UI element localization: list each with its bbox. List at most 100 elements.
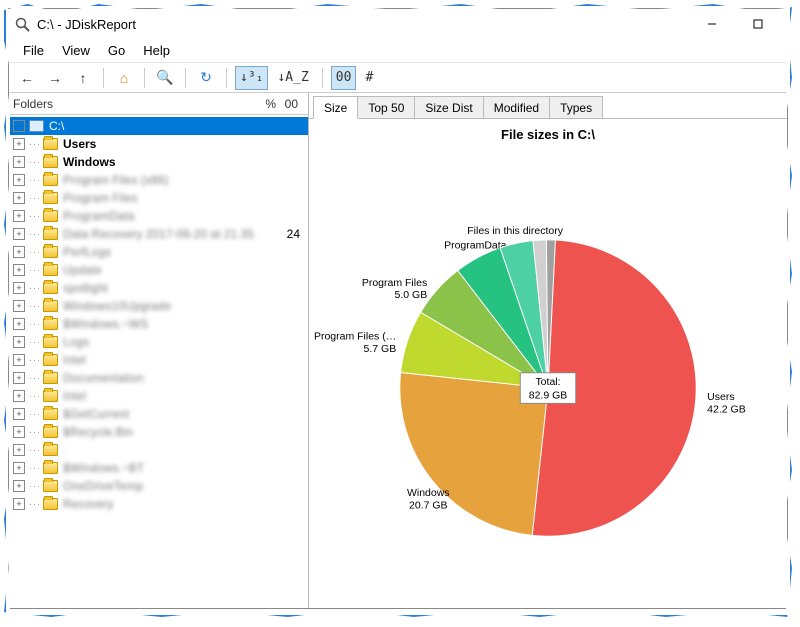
folder-icon [43, 498, 58, 510]
expander-icon[interactable]: + [13, 156, 25, 168]
expander-icon[interactable]: + [13, 444, 25, 456]
tree-row[interactable]: +···$GetCurrent [9, 405, 308, 423]
home-button[interactable]: ⌂ [112, 66, 136, 90]
expander-icon[interactable]: + [13, 336, 25, 348]
back-button[interactable]: ← [15, 66, 39, 90]
tree-row[interactable]: +···Users [9, 135, 308, 153]
menu-view[interactable]: View [54, 41, 98, 60]
tree-row[interactable]: +···OneDriveTemp [9, 477, 308, 495]
expander-icon[interactable]: + [13, 138, 25, 150]
tree-row[interactable]: +···$Windows.~WS [9, 315, 308, 333]
tree-row[interactable]: +···PerfLogs [9, 243, 308, 261]
folder-icon [43, 192, 58, 204]
tree-row[interactable]: + ··· $Recycle.Bin [9, 423, 308, 441]
tree-connector: ··· [29, 463, 41, 473]
slice-label: Users [707, 391, 734, 403]
slice-sublabel: 42.2 GB [707, 404, 746, 416]
tree-row[interactable]: +···Data Recovery 2017-06-20 at 21.3524 [9, 225, 308, 243]
maximize-button[interactable] [735, 10, 781, 38]
tree-row[interactable]: +···Program Files (x86) [9, 171, 308, 189]
tree-row[interactable]: +···Recovery [9, 495, 308, 513]
expander-icon[interactable]: − [13, 120, 25, 132]
expander-icon[interactable]: + [13, 354, 25, 366]
folder-icon [43, 336, 58, 348]
expander-icon[interactable]: + [13, 246, 25, 258]
tree-value: 24 [287, 227, 308, 241]
tree-connector: ··· [29, 301, 41, 311]
tree-label: $Recycle.Bin [63, 425, 133, 439]
expander-icon[interactable]: + [13, 390, 25, 402]
expander-icon[interactable]: + [13, 264, 25, 276]
tree-label: PerfLogs [63, 245, 111, 259]
tab-size[interactable]: Size [313, 96, 358, 119]
expander-icon[interactable]: + [13, 372, 25, 384]
expander-icon[interactable]: + [13, 498, 25, 510]
search-button[interactable]: 🔍 [153, 66, 177, 90]
folder-icon [43, 264, 58, 276]
tree-row[interactable]: +···Windows [9, 153, 308, 171]
expander-icon[interactable]: + [13, 462, 25, 474]
slice-label: ProgramData [444, 240, 507, 252]
sort-alpha-button[interactable]: ↓A̲Z [272, 66, 313, 90]
tree-row[interactable]: +···. [9, 441, 308, 459]
minimize-button[interactable] [689, 10, 735, 38]
tree-row[interactable]: +···Program Files [9, 189, 308, 207]
view-digits-button[interactable]: 00 [331, 66, 357, 90]
tree-label: Intel [63, 389, 86, 403]
tree-label: OneDriveTemp [63, 479, 143, 493]
menubar: File View Go Help [9, 39, 787, 63]
expander-icon[interactable]: + [13, 408, 25, 420]
tree-row[interactable]: +···Windows10Upgrade [9, 297, 308, 315]
folder-icon [43, 390, 58, 402]
tree-row[interactable]: +···Logs [9, 333, 308, 351]
tree-row[interactable]: +···spotlight [9, 279, 308, 297]
tree-connector: ··· [29, 427, 41, 437]
tab-size-dist[interactable]: Size Dist [414, 96, 483, 118]
expander-icon[interactable]: + [13, 426, 25, 438]
tree-row[interactable]: +···Documentation [9, 369, 308, 387]
expander-icon[interactable]: + [13, 282, 25, 294]
tree-row[interactable]: + ··· ProgramData [9, 207, 308, 225]
tree-root[interactable]: −C:\ [9, 117, 308, 135]
menu-help[interactable]: Help [135, 41, 178, 60]
sort-size-desc-button[interactable]: ↓³₁ [235, 66, 268, 90]
expander-icon[interactable]: + [13, 318, 25, 330]
forward-button[interactable]: → [43, 66, 67, 90]
expander-icon[interactable]: + [13, 210, 25, 222]
expander-icon[interactable]: + [13, 192, 25, 204]
folder-header-pct[interactable]: % [238, 97, 276, 111]
slice-label: Program Files [362, 277, 427, 289]
tab-types[interactable]: Types [549, 96, 603, 118]
total-value: 82.9 GB [529, 390, 568, 402]
tree-row[interactable]: +···Update [9, 261, 308, 279]
folder-icon [43, 210, 58, 222]
menu-go[interactable]: Go [100, 41, 133, 60]
folder-icon [43, 228, 58, 240]
tree-label: $Windows.~BT [63, 461, 144, 475]
up-button[interactable]: ↑ [71, 66, 95, 90]
folder-tree[interactable]: −C:\+···Users+···Windows+···Program File… [9, 115, 308, 608]
tree-row[interactable]: +···Intel [9, 351, 308, 369]
tab-modified[interactable]: Modified [483, 96, 550, 118]
tree-connector: ··· [29, 211, 41, 221]
tree-label: Program Files [63, 191, 138, 205]
tree-label: $Windows.~WS [63, 317, 148, 331]
tree-row[interactable]: + ··· $Windows.~BT [9, 459, 308, 477]
refresh-button[interactable]: ↻ [194, 66, 218, 90]
folder-header-name[interactable]: Folders [13, 97, 238, 111]
slice-label: Files in this directory [467, 225, 563, 237]
folder-icon [43, 462, 58, 474]
tab-top-50[interactable]: Top 50 [357, 96, 415, 118]
expander-icon[interactable]: + [13, 174, 25, 186]
view-hash-button[interactable]: # [360, 66, 378, 90]
expander-icon[interactable]: + [13, 300, 25, 312]
tree-label: spotlight [63, 281, 108, 295]
folder-header-size[interactable]: 00 [276, 97, 304, 111]
menu-file[interactable]: File [15, 41, 52, 60]
tree-label: ProgramData [63, 209, 134, 223]
expander-icon[interactable]: + [13, 480, 25, 492]
tree-row[interactable]: +···Intel [9, 387, 308, 405]
app-window: C:\ - JDiskReport File View Go Help ← → … [8, 8, 788, 609]
expander-icon[interactable]: + [13, 228, 25, 240]
tree-connector: ··· [29, 499, 41, 509]
